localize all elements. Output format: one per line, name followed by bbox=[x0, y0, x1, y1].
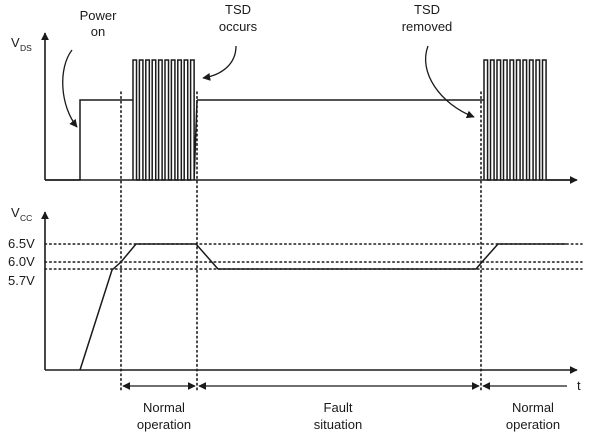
phase-label-normal-1-line1: Normal bbox=[143, 400, 185, 415]
vcc-axis-label: V CC bbox=[11, 205, 32, 223]
vds-axis-label: V DS bbox=[11, 35, 32, 53]
tsd-removed-label-line1: TSD bbox=[414, 2, 440, 17]
tsd-removed-callout: TSD removed bbox=[402, 2, 475, 119]
power-on-arrow bbox=[62, 49, 78, 128]
power-on-label-line2: on bbox=[91, 24, 105, 39]
tsd-removed-label-line2: removed bbox=[402, 19, 453, 34]
level-label-5-7v: 5.7V bbox=[8, 273, 35, 288]
level-label-6-0v: 6.0V bbox=[8, 254, 35, 269]
vds-axis-symbol: V bbox=[11, 35, 20, 50]
vds-pulse-burst-1 bbox=[132, 59, 198, 181]
time-axis-label: t bbox=[577, 378, 581, 393]
tsd-occurs-label-line1: TSD bbox=[225, 2, 251, 17]
phase-label-normal-1-line2: operation bbox=[137, 417, 191, 432]
power-on-label-line1: Power bbox=[80, 8, 118, 23]
vcc-axis-subscript: CC bbox=[20, 213, 32, 223]
tsd-removed-arrow bbox=[424, 45, 475, 119]
phase-label-fault-line1: Fault bbox=[324, 400, 353, 415]
vcc-waveform bbox=[79, 243, 566, 371]
power-on-callout: Power on bbox=[62, 8, 118, 128]
phase-label-normal-2-line2: operation bbox=[506, 417, 560, 432]
vcc-axis-symbol: V bbox=[11, 205, 20, 220]
phase-label-fault-line2: situation bbox=[314, 417, 362, 432]
tsd-occurs-label-line2: occurs bbox=[219, 19, 258, 34]
vds-pulse-burst-2 bbox=[483, 59, 549, 181]
tsd-occurs-arrow bbox=[202, 45, 237, 81]
tsd-occurs-callout: TSD occurs bbox=[202, 2, 258, 81]
level-label-6-5v: 6.5V bbox=[8, 236, 35, 251]
vds-axis-subscript: DS bbox=[20, 43, 32, 53]
vds-waveform bbox=[45, 99, 576, 181]
vcc-axis bbox=[41, 211, 578, 374]
phase-label-normal-2-line1: Normal bbox=[512, 400, 554, 415]
